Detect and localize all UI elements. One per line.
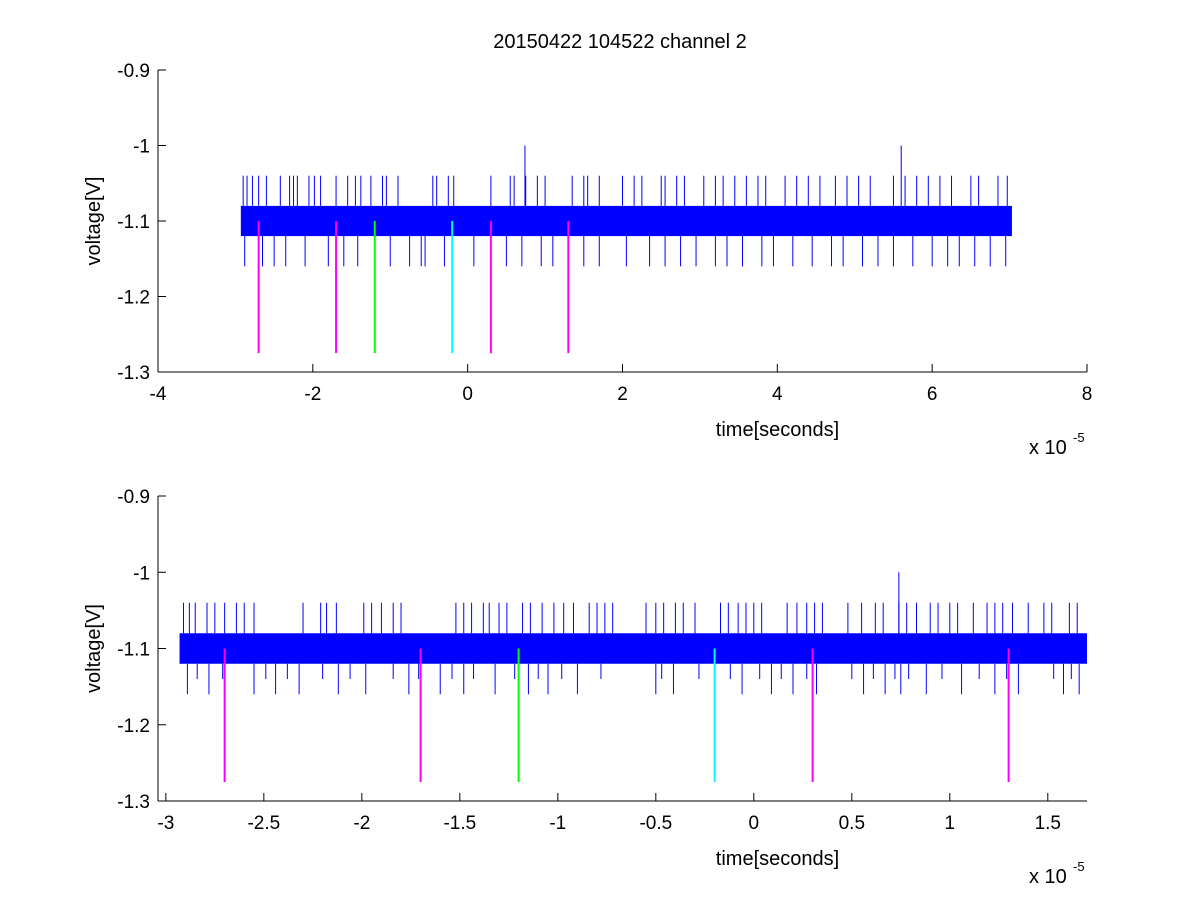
x-tick-label: -0.5 <box>639 813 672 834</box>
marker-series <box>223 648 1010 782</box>
signal-band <box>240 205 1012 237</box>
x-tick-label: 4 <box>772 384 783 405</box>
x-exponent-label: x 10 <box>1029 866 1067 888</box>
x-axis-label: time[seconds] <box>716 848 839 870</box>
y-tick-label: -1 <box>133 563 150 584</box>
x-tick-label: 6 <box>927 384 938 405</box>
y-tick-label: -1.3 <box>117 363 150 384</box>
figure-title: 20150422 104522 channel 2 <box>493 31 747 53</box>
y-tick-label: -0.9 <box>117 61 150 82</box>
x-axis-label: time[seconds] <box>716 419 839 441</box>
x-tick-label: 8 <box>1082 384 1093 405</box>
x-tick-label: -2.5 <box>247 813 280 834</box>
x-tick-label: 2 <box>617 384 628 405</box>
x-tick-label: 1 <box>945 813 956 834</box>
x-exponent-power: -5 <box>1073 859 1085 874</box>
signal-band <box>179 633 1087 664</box>
y-tick-label: -0.9 <box>117 487 150 508</box>
x-exponent-label: x 10 <box>1029 437 1067 459</box>
y-tick-label: -1 <box>133 137 150 158</box>
y-tick-label: -1.2 <box>117 716 150 737</box>
signal-series <box>240 145 1012 267</box>
subplot-2: -0.9 -1 -1.1 -1.2 -1.3 -3 -2.5 -2 -1.5 -1 -0.5 0 0.5… <box>83 487 1087 888</box>
y-tick-label: -1.2 <box>117 288 150 309</box>
x-tick-label: -3 <box>157 813 174 834</box>
x-tick-label: 0 <box>462 384 473 405</box>
x-tick-label: 0.5 <box>839 813 865 834</box>
x-tick-label: -1.5 <box>443 813 476 834</box>
y-axis-label: voltage[V] <box>83 604 105 693</box>
x-exponent-power: -5 <box>1073 430 1085 445</box>
y-tick-label: -1.3 <box>117 792 150 813</box>
y-tick-label: -1.1 <box>117 640 150 661</box>
y-axis-label: voltage[V] <box>83 177 105 266</box>
x-tick-label: 1.5 <box>1035 813 1061 834</box>
marker-series <box>257 221 570 354</box>
subplot-1: -0.9 -1 -1.1 -1.2 -1.3-4 -2 0 2 4 6 8 time[seconds]… <box>83 61 1092 459</box>
x-tick-label: -1 <box>549 813 566 834</box>
x-tick-label: -4 <box>150 384 167 405</box>
y-tick-label: -1.1 <box>117 212 150 233</box>
x-tick-label: -2 <box>353 813 370 834</box>
x-tick-label: -2 <box>304 384 321 405</box>
signal-series <box>179 572 1087 695</box>
x-tick-label: 0 <box>749 813 760 834</box>
